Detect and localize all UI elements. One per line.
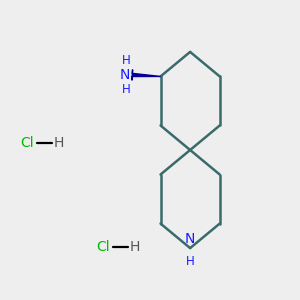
Polygon shape xyxy=(132,70,160,80)
Text: H: H xyxy=(122,83,131,96)
Text: H: H xyxy=(186,255,194,268)
Text: N: N xyxy=(185,232,195,246)
Text: H: H xyxy=(129,240,140,254)
Text: H: H xyxy=(53,136,64,150)
Text: N: N xyxy=(120,68,130,82)
Text: H: H xyxy=(122,54,131,67)
Text: Cl: Cl xyxy=(21,136,34,150)
Text: Cl: Cl xyxy=(97,240,110,254)
